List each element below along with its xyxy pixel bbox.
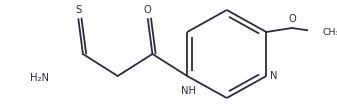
- Text: O: O: [144, 5, 152, 15]
- Text: NH: NH: [182, 86, 196, 96]
- Text: O: O: [288, 14, 296, 24]
- Text: CH₃: CH₃: [322, 27, 337, 36]
- Text: S: S: [75, 5, 82, 15]
- Text: H₂N: H₂N: [30, 73, 49, 83]
- Text: N: N: [270, 71, 277, 81]
